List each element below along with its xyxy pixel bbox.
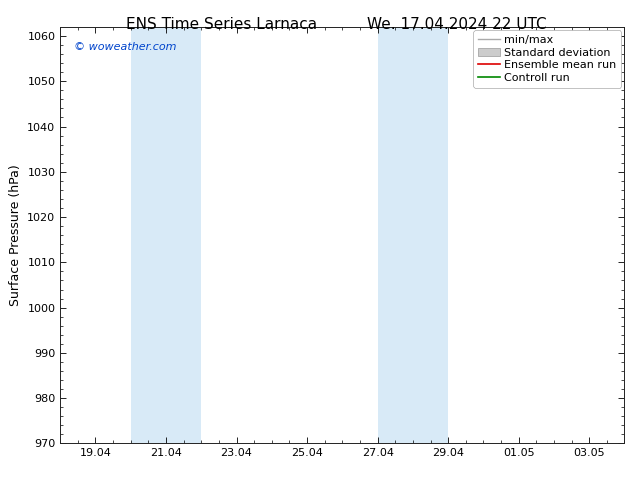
- Legend: min/max, Standard deviation, Ensemble mean run, Controll run: min/max, Standard deviation, Ensemble me…: [474, 30, 621, 88]
- Y-axis label: Surface Pressure (hPa): Surface Pressure (hPa): [9, 164, 22, 306]
- Bar: [131, 27, 201, 443]
- Text: ENS Time Series Larnaca: ENS Time Series Larnaca: [126, 17, 318, 32]
- Text: We. 17.04.2024 22 UTC: We. 17.04.2024 22 UTC: [366, 17, 547, 32]
- Bar: [378, 27, 448, 443]
- Text: © woweather.com: © woweather.com: [74, 42, 177, 51]
